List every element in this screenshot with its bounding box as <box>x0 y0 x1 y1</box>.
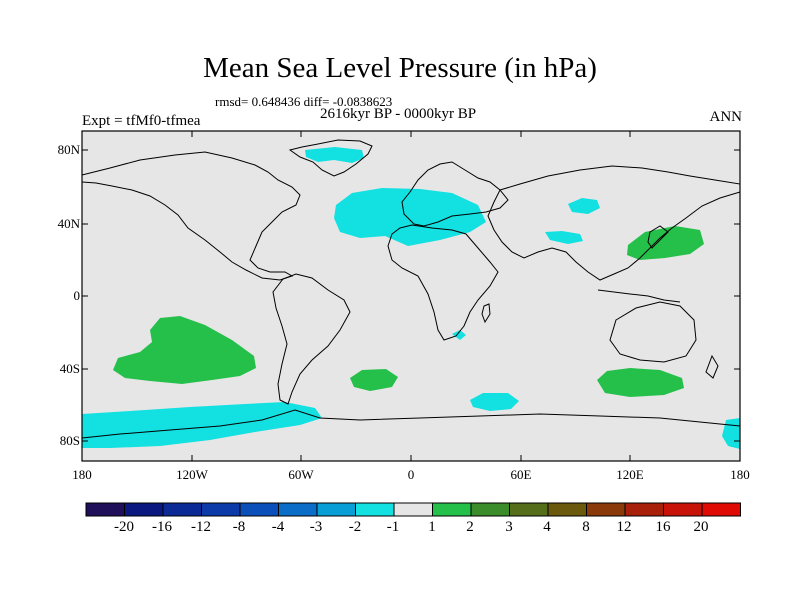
colorbar-label: 16 <box>655 519 671 535</box>
coast-australia <box>609 301 697 363</box>
lon-label-180e: 180 <box>730 467 750 482</box>
lon-label-60e: 60E <box>510 467 532 482</box>
colorbar-label: 12 <box>616 519 632 535</box>
colorbar-swatch <box>470 502 510 517</box>
lat-label-80n: 80N <box>57 142 80 157</box>
period-text: 2616kyr BP - 0000kyr BP <box>320 106 477 122</box>
map-title: Mean Sea Level Pressure (in hPa) <box>203 52 597 84</box>
colorbar-swatch <box>124 502 164 517</box>
colorbar-label: -3 <box>309 519 323 535</box>
colorbar-swatch <box>701 502 741 517</box>
colorbar-swatch <box>432 502 472 517</box>
season-label: ANN <box>709 109 743 125</box>
patch-negative-antarctica <box>82 402 322 448</box>
patch-negative-europe <box>334 188 486 246</box>
coastlines <box>81 139 741 439</box>
colorbar <box>85 502 741 517</box>
lon-label-60w: 60W <box>288 467 314 482</box>
colorbar-swatch <box>586 502 626 517</box>
colorbar-label: 1 <box>428 519 436 535</box>
coast-madagascar <box>481 303 491 324</box>
lat-label-80s: 80S <box>59 433 80 448</box>
lon-label-180w: 180 <box>72 467 92 482</box>
colorbar-label: -12 <box>191 519 211 535</box>
coast-japan <box>647 225 669 249</box>
colorbar-label: 2 <box>466 519 474 535</box>
colorbar-label: 20 <box>693 519 709 535</box>
colorbar-label: -8 <box>232 519 246 535</box>
colorbar-swatch <box>316 502 356 517</box>
map-background <box>82 131 740 461</box>
coast-europe <box>401 161 509 227</box>
lon-label-120w: 120W <box>176 467 208 482</box>
patch-positive-indian <box>597 368 684 397</box>
axis-ticks <box>81 131 741 461</box>
colorbar-label: 8 <box>582 519 590 535</box>
colorbar-swatch <box>278 502 318 517</box>
colorbar-swatch <box>547 502 587 517</box>
patch-positive-southatlantic <box>350 369 398 391</box>
patch-positive-southpacific <box>113 316 256 384</box>
coast-indonesia <box>597 289 681 303</box>
coast-africa <box>387 224 499 341</box>
patch-negative-southern-ocean <box>470 393 519 411</box>
colorbar-swatch <box>355 502 395 517</box>
colorbar-swatch <box>85 502 125 517</box>
coast-greenland <box>288 139 373 177</box>
colorbar-swatch <box>624 502 664 517</box>
lat-label-0: 0 <box>73 288 81 303</box>
stats-text: rmsd= 0.648436 diff= -0.0838623 <box>215 94 393 109</box>
colorbar-label: 4 <box>543 519 551 535</box>
colorbar-swatch <box>663 502 703 517</box>
lat-label-40n: 40N <box>57 216 80 231</box>
colorbar-label: -4 <box>271 519 285 535</box>
anomaly-patches <box>82 147 740 449</box>
colorbar-label: -16 <box>152 519 172 535</box>
colorbar-swatch <box>509 502 549 517</box>
colorbar-swatch <box>162 502 202 517</box>
coast-south-america <box>272 273 351 405</box>
lat-label-40s: 40S <box>59 361 80 376</box>
patch-negative-arabia <box>545 231 583 244</box>
colorbar-swatch <box>393 502 433 517</box>
colorbar-label: 3 <box>505 519 513 535</box>
patch-negative-greenland <box>305 147 364 163</box>
lon-label-0: 0 <box>407 467 415 482</box>
coast-asia <box>487 165 741 281</box>
colorbar-swatch <box>201 502 241 517</box>
experiment-label: Expt = tfMf0-tfmea <box>82 113 201 129</box>
patch-negative-southafrica <box>452 330 466 340</box>
colorbar-swatch <box>239 502 279 517</box>
colorbar-label: -1 <box>386 519 400 535</box>
coast-new-zealand <box>705 354 719 379</box>
coast-north-america <box>81 151 301 281</box>
colorbar-label: -20 <box>114 519 134 535</box>
patch-negative-asia <box>568 198 600 214</box>
lon-label-120e: 120E <box>616 467 644 482</box>
coast-antarctica <box>81 409 741 439</box>
colorbar-label: -2 <box>348 519 362 535</box>
